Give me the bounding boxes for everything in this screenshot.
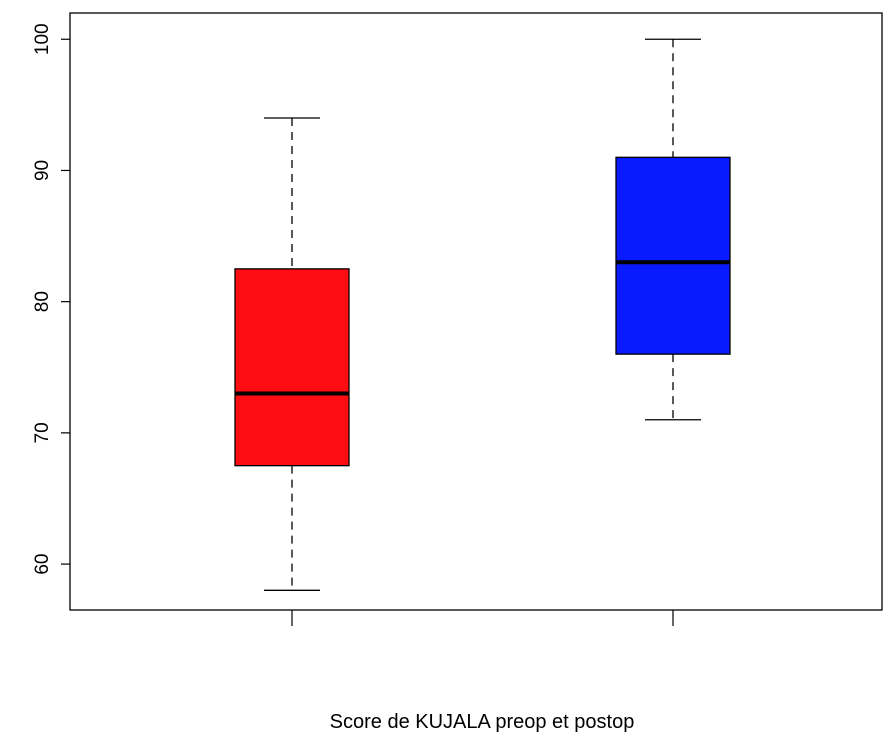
x-axis xyxy=(291,610,674,626)
box-group xyxy=(615,38,731,421)
plot-border xyxy=(69,12,883,611)
y-tick-label: 100 xyxy=(32,23,53,55)
plot-frame xyxy=(69,12,883,611)
y-tick-label: 60 xyxy=(32,554,53,575)
x-axis-title: Score de KUJALA preop et postop xyxy=(330,711,635,733)
iqr-box xyxy=(615,156,731,355)
boxes xyxy=(234,38,731,591)
y-tick-label: 90 xyxy=(32,160,53,181)
iqr-box xyxy=(234,268,350,467)
y-tick-label: 70 xyxy=(32,422,53,443)
y-axis: 60 70 80 90 100 xyxy=(32,23,70,575)
box-group xyxy=(234,117,350,591)
y-tick-label: 80 xyxy=(32,291,53,312)
